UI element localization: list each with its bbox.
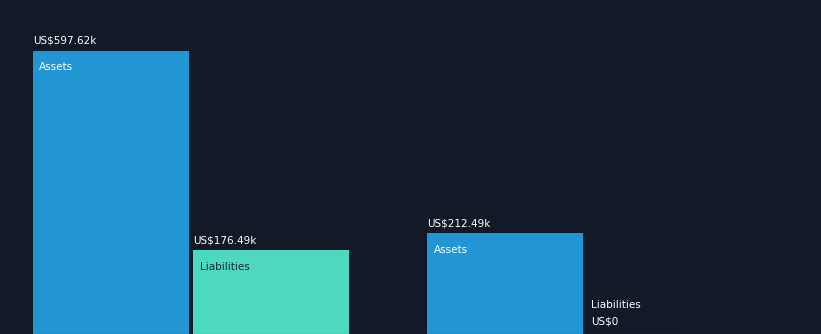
Text: US$597.62k: US$597.62k: [33, 36, 96, 46]
Text: Assets: Assets: [433, 245, 468, 255]
Text: US$176.49k: US$176.49k: [193, 235, 256, 245]
Text: US$0: US$0: [591, 317, 618, 327]
Text: Liabilities: Liabilities: [200, 262, 250, 272]
Bar: [427, 233, 583, 334]
Bar: [193, 250, 349, 334]
Text: Liabilities: Liabilities: [591, 300, 641, 310]
Text: Assets: Assets: [39, 62, 74, 72]
Bar: [33, 51, 189, 334]
Text: US$212.49k: US$212.49k: [427, 218, 490, 228]
